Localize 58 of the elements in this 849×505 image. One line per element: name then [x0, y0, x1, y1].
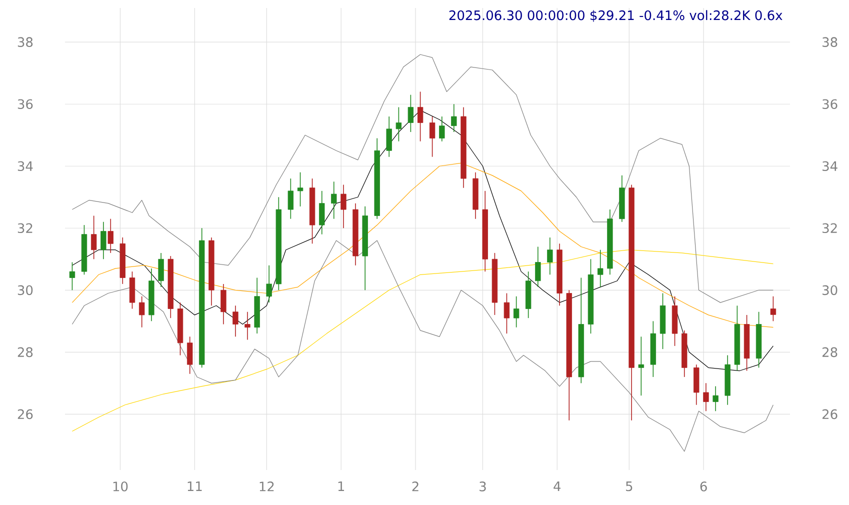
y-tick-label: 34 — [18, 161, 33, 172]
y-tick-label: 26 — [18, 409, 33, 420]
x-tick-label: 5 — [626, 482, 632, 492]
y2-tick-label: 34 — [822, 161, 838, 172]
y2-tick-label: 38 — [822, 37, 838, 48]
y2-tick-label: 30 — [822, 285, 838, 296]
y2-tick-label: 26 — [822, 409, 838, 420]
candlestick — [266, 264, 272, 303]
x-tick-label: 4 — [554, 482, 561, 491]
x-tick-label: 2 — [412, 482, 418, 492]
candlestick — [638, 336, 644, 396]
chart-title: 2025.06.30 00:00:00 $29.21 -0.41% vol:28.2K 0.6x — [449, 10, 782, 22]
y-tick-label: 38 — [18, 37, 33, 48]
candlestick — [319, 190, 325, 235]
candlestick — [598, 249, 604, 288]
candlestick — [220, 284, 226, 325]
candlestick — [429, 116, 436, 158]
candlestick — [408, 94, 414, 132]
candlestick — [108, 218, 114, 254]
x-tick-label: 10 — [113, 482, 128, 492]
candlestick — [504, 292, 510, 334]
candlestick — [288, 178, 294, 220]
y-tick-label: 36 — [18, 99, 33, 110]
candlestick — [703, 382, 709, 412]
y2-tick-label: 28 — [822, 347, 838, 358]
y2-tick-label: 32 — [822, 223, 837, 234]
candlestick — [158, 252, 164, 288]
candlestick — [417, 91, 424, 142]
y2-tick-label: 36 — [822, 99, 838, 110]
candlestick — [770, 296, 776, 322]
candlestick — [331, 181, 337, 220]
candlestick — [232, 305, 238, 338]
candlestick — [712, 386, 718, 412]
y-tick-label: 32 — [18, 223, 32, 234]
line-series — [72, 54, 774, 303]
x-tick-label: 12 — [260, 482, 274, 492]
x-tick-label: 3 — [480, 482, 486, 492]
candlestick — [451, 104, 457, 132]
candlestick — [90, 215, 97, 260]
candlestick — [535, 246, 541, 288]
x-tick-label: 1 — [338, 482, 344, 491]
candlestick — [547, 237, 553, 276]
candlestick — [244, 311, 250, 340]
candlestick — [340, 184, 346, 229]
x-tick-label: 11 — [188, 482, 202, 491]
candlestick — [100, 222, 106, 260]
candlestick — [69, 262, 76, 291]
candlestick — [297, 172, 304, 207]
candlestick — [386, 116, 392, 158]
candlestick — [138, 296, 145, 328]
x-tick-label: 6 — [700, 482, 707, 492]
candlestick — [513, 296, 520, 328]
y-tick-label: 30 — [18, 285, 33, 296]
candlestick — [396, 106, 402, 142]
line-series — [72, 162, 774, 328]
candlestick — [187, 336, 193, 374]
y-tick-label: 28 — [18, 347, 33, 358]
candlestick — [439, 116, 445, 142]
